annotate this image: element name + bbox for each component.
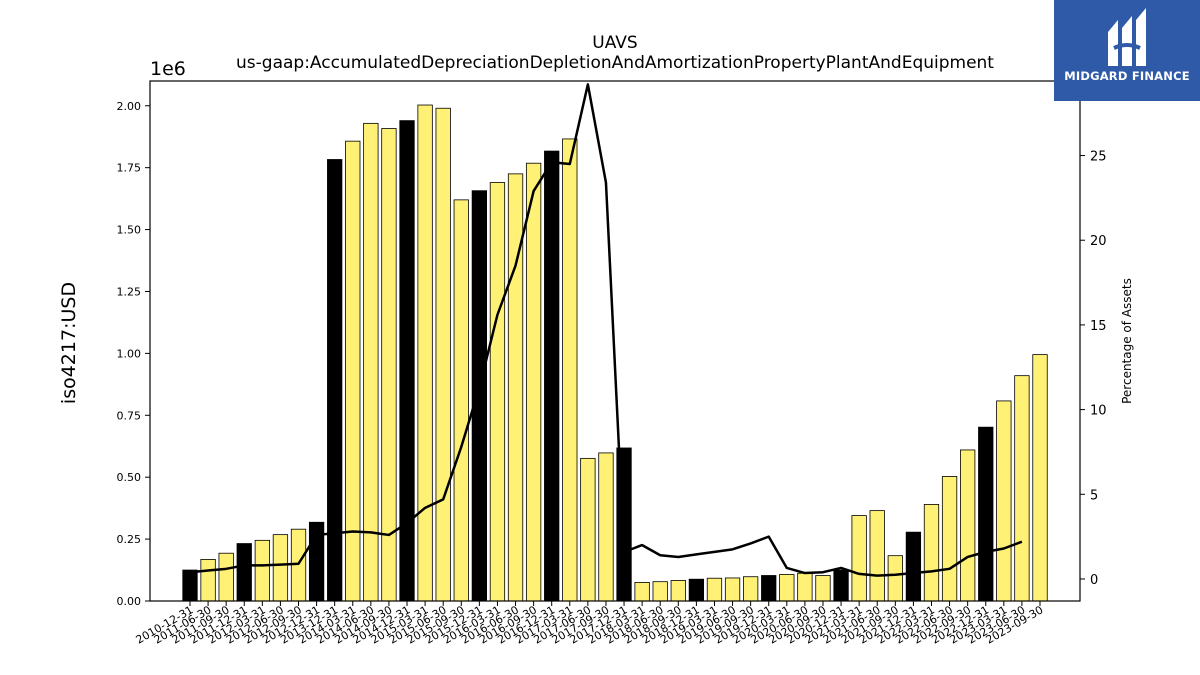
- bar-2022-12-31: [978, 426, 994, 602]
- y2-tick-label: 20: [1090, 234, 1107, 249]
- plot-frame: [149, 80, 1081, 602]
- y-tick-label: 0.50: [117, 471, 142, 484]
- bar-2014-12-31: [399, 120, 415, 602]
- y-tick-label: 0.75: [117, 409, 142, 422]
- y-tick-label: 1.00: [117, 347, 142, 360]
- bar-2021-09-30: [887, 555, 903, 602]
- bar-2021-03-31: [851, 515, 867, 602]
- bar-2018-03-31: [634, 582, 650, 602]
- bar-2015-12-31: [471, 190, 488, 602]
- bar-2011-12-31: [236, 543, 252, 602]
- bar-2016-12-31: [544, 150, 560, 602]
- bar-2020-09-30: [815, 575, 831, 602]
- y-tick-label: 1.75: [117, 162, 142, 175]
- bar-2011-09-30: [218, 552, 234, 602]
- bar-2023-09-30: [1032, 354, 1048, 602]
- chart-subtitle: us-gaap:AccumulatedDepreciationDepletion…: [236, 53, 994, 73]
- bar-2020-06-30: [797, 572, 813, 602]
- bar-2019-09-30: [743, 576, 759, 602]
- y2-axis-label: Percentage of Assets: [1120, 278, 1134, 404]
- bar-2016-09-30: [525, 162, 542, 602]
- chart-title: UAVS: [592, 33, 637, 53]
- y-tick-label: 2.00: [117, 100, 142, 113]
- bar-2018-12-31: [688, 578, 705, 602]
- bar-2014-06-30: [363, 122, 379, 602]
- bar-2019-06-30: [724, 577, 741, 602]
- y-tick-label: 0.00: [117, 595, 142, 608]
- y-tick-label: 1.50: [117, 224, 142, 237]
- bar-2011-06-30: [200, 559, 216, 602]
- bar-2015-09-30: [453, 199, 469, 602]
- y-axis-multiplier: 1e6: [150, 58, 186, 80]
- logo-text: MIDGARD FINANCE: [1064, 69, 1190, 83]
- bar-2017-09-30: [598, 452, 614, 602]
- y2-tick-label: 25: [1090, 150, 1107, 165]
- y2-tick-label: 5: [1090, 488, 1098, 503]
- bar-2023-06-30: [1014, 375, 1030, 602]
- bar-2019-12-31: [761, 575, 777, 602]
- bar-2019-03-31: [706, 577, 723, 602]
- bar-2017-03-31: [562, 138, 578, 602]
- y-axis-label: iso4217:USD: [58, 282, 80, 404]
- bar-2021-06-30: [869, 510, 885, 602]
- bar-2020-12-31: [833, 569, 849, 602]
- bar-2023-03-31: [996, 400, 1012, 602]
- bar-2018-06-30: [652, 581, 668, 602]
- y2-tick-label: 10: [1090, 404, 1107, 419]
- y-tick-label: 1.25: [117, 285, 142, 298]
- bar-2012-03-31: [254, 539, 270, 602]
- bar-2017-06-30: [580, 457, 596, 602]
- bar-2022-03-31: [923, 504, 940, 602]
- bar-2015-03-31: [417, 104, 433, 602]
- bar-2016-06-30: [507, 173, 524, 602]
- bar-2020-03-31: [779, 574, 795, 602]
- bar-2018-09-30: [670, 580, 686, 602]
- bar-2021-12-31: [905, 531, 922, 602]
- bar-2015-06-30: [435, 107, 451, 602]
- percentage-of-assets-line: [189, 83, 1023, 577]
- y2-tick-label: 15: [1090, 319, 1107, 334]
- bar-2022-09-30: [960, 449, 976, 602]
- midgard-logo-icon: [1108, 8, 1146, 66]
- bar-2016-03-31: [489, 182, 506, 602]
- bar-2012-06-30: [272, 534, 289, 602]
- y2-tick-label: 0: [1090, 573, 1098, 588]
- bar-2022-06-30: [941, 476, 958, 602]
- midgard-finance-logo: MIDGARD FINANCE: [1054, 0, 1200, 101]
- y-tick-label: 0.25: [117, 533, 142, 546]
- bar-2010-12-31: [182, 569, 198, 602]
